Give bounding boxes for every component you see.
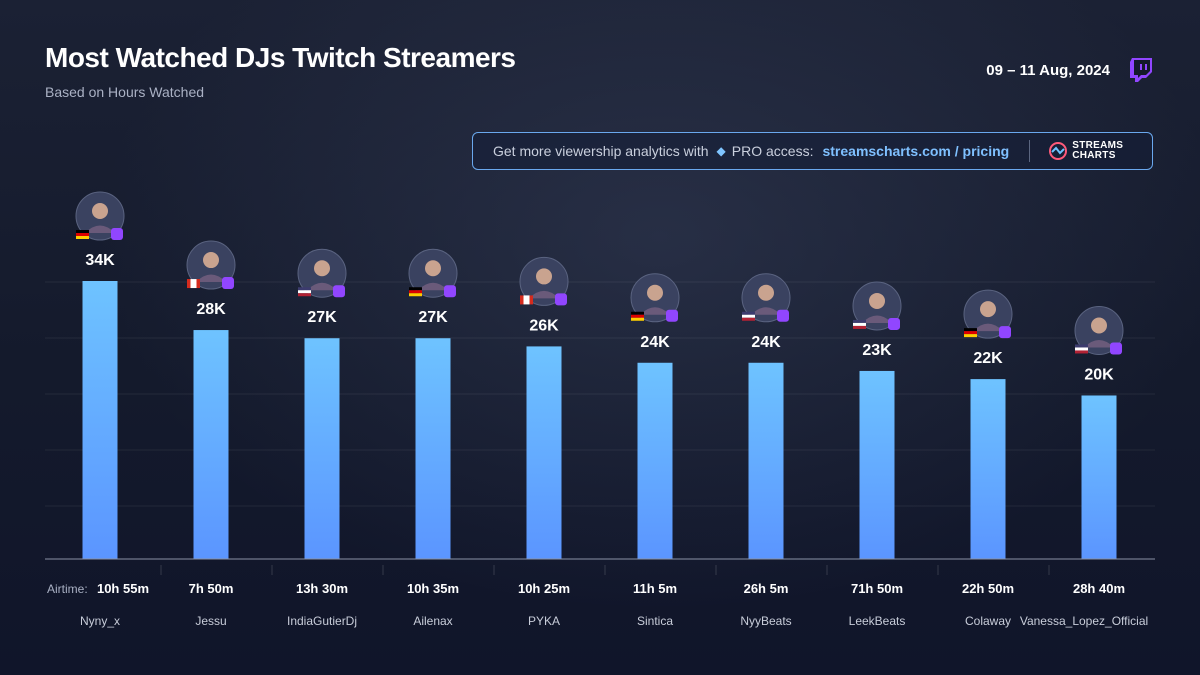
streamer-name: IndiaGutierDj bbox=[286, 614, 358, 628]
airtime-value: 22h 50m bbox=[961, 581, 1015, 596]
chart-subtitle: Based on Hours Watched bbox=[45, 84, 205, 100]
streamer-name: LeekBeats bbox=[848, 614, 906, 628]
flag-icon-DE bbox=[964, 328, 977, 338]
bar-Colaway bbox=[970, 379, 1006, 559]
twitch-badge-icon bbox=[222, 277, 234, 290]
twitch-badge-icon bbox=[111, 228, 123, 240]
streamer-name: Nyny_x bbox=[79, 614, 120, 628]
logo-line2: CHARTS bbox=[1072, 150, 1116, 161]
bar-LeekBeats bbox=[859, 370, 895, 559]
flag-icon-US bbox=[742, 311, 755, 321]
twitch-badge-icon bbox=[555, 293, 567, 306]
bar-Ailenax bbox=[415, 338, 451, 559]
avatar bbox=[963, 289, 1013, 339]
avatar bbox=[852, 281, 902, 331]
streamer-name: Vanessa_Lopez_Official bbox=[1019, 614, 1149, 628]
airtime-value: 11h 5m bbox=[632, 581, 678, 596]
streamscharts-logo: STREAMS CHARTS bbox=[1048, 141, 1123, 161]
airtime-value: 10h 35m bbox=[406, 581, 460, 596]
streamer-name: PYKA bbox=[527, 614, 560, 628]
airtime-value: 10h 55m bbox=[96, 581, 150, 596]
value-label: 28K bbox=[196, 301, 226, 318]
twitch-badge-icon bbox=[333, 285, 345, 298]
value-label: 34K bbox=[85, 252, 115, 269]
promo-divider bbox=[1029, 140, 1031, 162]
avatar bbox=[297, 248, 347, 298]
logo-line1: STREAMS bbox=[1072, 140, 1124, 151]
diamond-icon: ◆ bbox=[716, 144, 726, 158]
bar-PYKA bbox=[526, 346, 562, 559]
pricing-link[interactable]: streamscharts.com / pricing bbox=[822, 143, 1010, 159]
bar-IndiaGutierDj bbox=[304, 338, 340, 559]
streamscharts-logo-icon bbox=[1049, 142, 1068, 160]
promo-text: Get more viewership analytics with bbox=[493, 143, 709, 159]
value-label: 20K bbox=[1084, 366, 1114, 383]
flag-icon-US bbox=[853, 319, 866, 329]
flag-icon-US bbox=[298, 287, 311, 297]
promo-banner[interactable]: Get more viewership analytics with ◆ PRO… bbox=[472, 132, 1153, 170]
value-label: 27K bbox=[418, 309, 448, 326]
airtime-value: 7h 50m bbox=[188, 581, 234, 596]
value-label: 23K bbox=[862, 342, 892, 359]
flag-icon-DE bbox=[76, 230, 89, 239]
avatar bbox=[1074, 305, 1124, 355]
streamer-name: Colaway bbox=[964, 614, 1012, 628]
flag-icon-DE bbox=[631, 311, 644, 321]
bar-NyyBeats bbox=[748, 362, 784, 559]
airtime-label: Airtime: bbox=[47, 582, 88, 596]
bar-Sintica bbox=[637, 362, 673, 559]
twitch-badge-icon bbox=[444, 285, 456, 298]
avatar bbox=[630, 273, 680, 323]
date-range: 09 – 11 Aug, 2024 bbox=[986, 62, 1110, 79]
flag-icon-DE bbox=[409, 287, 422, 297]
twitch-badge-icon bbox=[888, 317, 900, 330]
twitch-badge-icon bbox=[999, 326, 1011, 339]
streamer-name: Ailenax bbox=[413, 614, 453, 628]
value-label: 24K bbox=[640, 334, 670, 351]
flag-icon-CA bbox=[520, 295, 533, 305]
value-label: 22K bbox=[973, 350, 1003, 367]
bar-Vanessa_Lopez_Official bbox=[1081, 395, 1117, 559]
twitch-icon bbox=[1130, 58, 1152, 82]
avatar bbox=[75, 191, 125, 241]
streamer-name: Jessu bbox=[195, 614, 227, 628]
value-label: 27K bbox=[307, 309, 337, 326]
value-label: 24K bbox=[751, 334, 781, 351]
bar-Jessu bbox=[193, 330, 229, 559]
promo-pro-text: PRO access: bbox=[731, 143, 814, 159]
chart-title: Most Watched DJs Twitch Streamers bbox=[45, 42, 516, 73]
flag-icon-CA bbox=[187, 279, 200, 289]
airtime-value: 26h 5m bbox=[743, 581, 789, 596]
twitch-badge-icon bbox=[666, 309, 678, 322]
bar-Nyny_x bbox=[82, 281, 118, 559]
avatar bbox=[408, 248, 458, 298]
airtime-value: 10h 25m bbox=[517, 581, 571, 596]
avatar bbox=[519, 256, 569, 306]
streamer-name: NyyBeats bbox=[740, 614, 792, 628]
twitch-badge-icon bbox=[1110, 342, 1122, 355]
streamer-name: Sintica bbox=[636, 614, 674, 628]
value-label: 26K bbox=[529, 317, 559, 334]
avatar bbox=[741, 273, 791, 323]
flag-icon-US bbox=[1075, 344, 1088, 354]
airtime-value: 71h 50m bbox=[850, 581, 904, 596]
twitch-badge-icon bbox=[777, 309, 789, 322]
airtime-value: 28h 40m bbox=[1072, 581, 1126, 596]
avatar bbox=[186, 240, 236, 290]
airtime-value: 13h 30m bbox=[295, 581, 349, 596]
